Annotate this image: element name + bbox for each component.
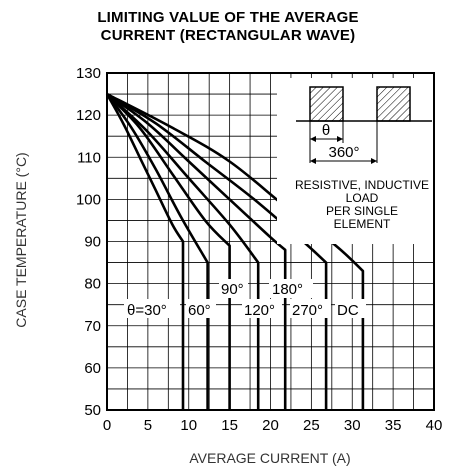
chart-title-line-1: LIMITING VALUE OF THE AVERAGE: [97, 9, 359, 26]
note-line-2: LOAD: [346, 191, 379, 205]
series-lines: [105, 92, 365, 410]
x-tick-label: 5: [144, 417, 152, 434]
period-arrow-right: [371, 158, 377, 164]
pulse-block-1: [309, 86, 344, 122]
series-label-30: θ=30°: [127, 302, 167, 319]
x-tick-label: 30: [344, 417, 361, 434]
theta-label: θ: [322, 122, 330, 139]
label-bg-30: [124, 299, 180, 318]
label-bg-90: [219, 279, 248, 298]
chart-title-line-2: CURRENT (RECTANGULAR WAVE): [100, 27, 356, 44]
series-line-6: [106, 92, 365, 410]
period-arrow-left: [310, 158, 316, 164]
y-tick-label: 100: [76, 191, 101, 208]
series-line-2: [106, 93, 231, 410]
theta-arrow-left: [310, 136, 316, 142]
y-tick-label: 60: [84, 360, 101, 377]
y-tick-label: 90: [84, 234, 101, 251]
x-tick-label: 40: [426, 417, 443, 434]
series-line-0: [105, 93, 185, 410]
series-label-270: 270°: [292, 302, 323, 319]
label-bg-120: [242, 299, 282, 318]
series-line-3: [106, 93, 260, 410]
y-tick-label: 130: [76, 65, 101, 82]
y-tick-label: 120: [76, 107, 101, 124]
x-tick-label: 25: [303, 417, 320, 434]
y-tick-label: 80: [84, 276, 101, 293]
series-line-5: [106, 92, 328, 410]
y-tick-label: 110: [77, 149, 101, 166]
series-labels: θ=30° 60° 90° 120° 180° 270° DC: [124, 279, 366, 319]
label-bg-dc: [335, 299, 366, 318]
series-label-dc: DC: [337, 302, 359, 319]
x-tick-label: 10: [180, 417, 197, 434]
label-bg-180: [269, 279, 313, 298]
series-label-180: 180°: [272, 281, 303, 298]
series-line-1: [105, 93, 209, 410]
series-line-4: [106, 93, 287, 410]
x-tick-label: 0: [103, 417, 111, 434]
y-axis-label: CASE TEMPERATURE (°C): [13, 152, 29, 327]
theta-arrow-right: [337, 136, 343, 142]
note-line-3: PER SINGLE: [326, 204, 398, 218]
x-tick-label: 20: [262, 417, 279, 434]
label-bg-270: [290, 299, 331, 318]
note-line-1: RESISTIVE, INDUCTIVE: [295, 178, 429, 192]
y-tick-label: 70: [84, 318, 101, 335]
series-label-90: 90°: [221, 281, 244, 298]
y-tick-label: 50: [84, 402, 101, 419]
period-label: 360°: [328, 144, 359, 161]
plot-frame: [106, 72, 435, 411]
pulse-block-2: [376, 86, 411, 122]
x-tick-label: 35: [385, 417, 402, 434]
waveform-inset: θ 360° RESISTIVE, INDUCTIVE LOAD PER SIN…: [295, 86, 432, 231]
series-label-120: 120°: [244, 302, 275, 319]
x-axis-label: AVERAGE CURRENT (A): [189, 450, 350, 466]
x-tick-label: 15: [221, 417, 238, 434]
note-line-4: ELEMENT: [334, 217, 391, 231]
tick-labels: 0 5 10 15 20 25 30 35 40 50 60 70 80 90 100 110 120 130: [76, 65, 442, 434]
series-label-60: 60°: [188, 302, 211, 319]
label-bg-60: [186, 299, 216, 318]
